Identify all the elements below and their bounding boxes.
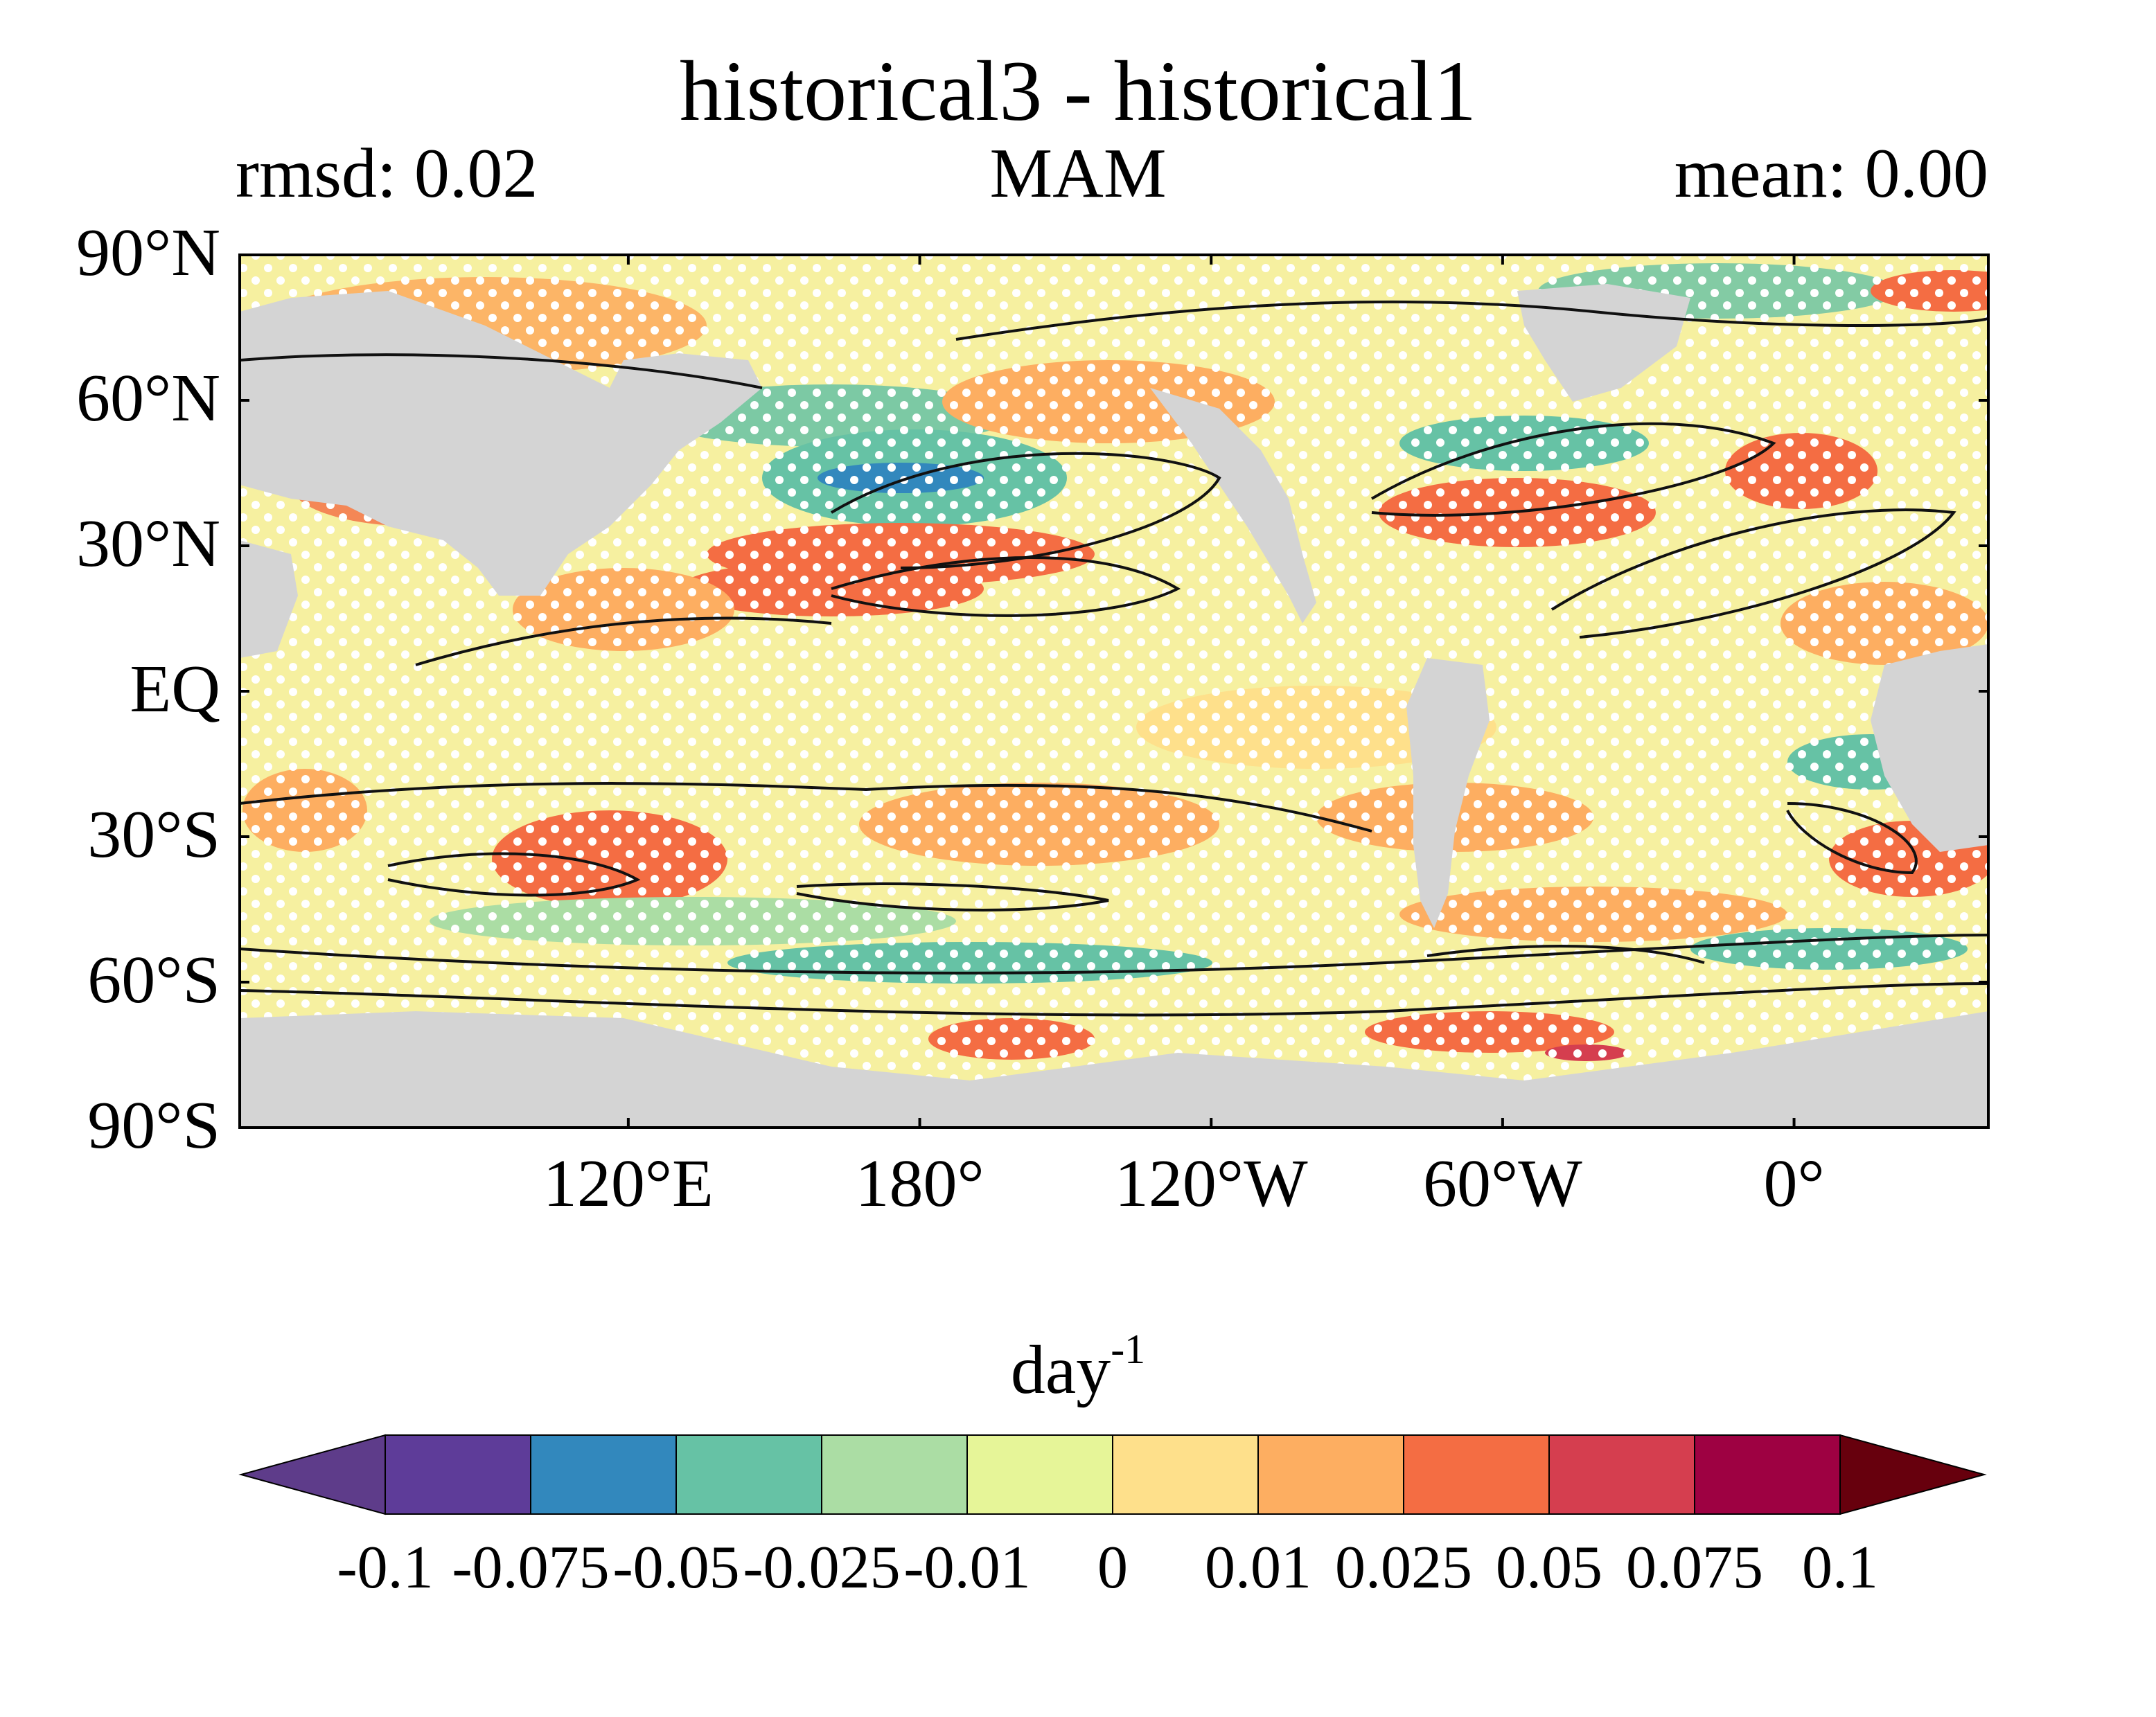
colorbar-segment	[821, 1434, 968, 1515]
season-label: MAM	[989, 134, 1167, 213]
colorbar-segment	[1257, 1434, 1404, 1515]
land-masks	[240, 284, 1988, 1128]
units-base: day	[1010, 1331, 1111, 1408]
colorbar-segment	[1403, 1434, 1550, 1515]
latitude-label: 60°N	[76, 361, 220, 436]
map-panel	[240, 255, 1988, 1128]
colorbar-tick-label: -0.01	[903, 1534, 1031, 1601]
colorbar-tick-label: 0	[1097, 1534, 1128, 1601]
map-title: historical3 - historical1	[679, 44, 1477, 139]
colorbar-segment	[675, 1434, 822, 1515]
colorbar-over-arrow	[1839, 1434, 1987, 1515]
latitude-label: 30°S	[87, 797, 220, 872]
latitude-label: 90°N	[76, 215, 220, 290]
longitude-label: 0°	[1763, 1146, 1825, 1221]
land-africa	[1871, 644, 1988, 852]
colorbar	[238, 1434, 1987, 1515]
land-india	[240, 540, 298, 658]
land-namerica	[1150, 388, 1316, 623]
colorbar-tick-label: 0.05	[1496, 1534, 1602, 1601]
climatology-contours	[240, 300, 1988, 1017]
units-exponent: -1	[1111, 1326, 1146, 1372]
longitude-label: 60°W	[1423, 1146, 1582, 1221]
land-samerica	[1406, 658, 1490, 928]
colorbar-tick-label: 0.1	[1802, 1534, 1878, 1601]
colorbar-under-arrow	[238, 1434, 386, 1515]
colorbar-tick-label: 0.075	[1626, 1534, 1763, 1601]
colorbar-segment	[1694, 1434, 1841, 1515]
colorbar-tick-label: 0.01	[1205, 1534, 1311, 1601]
colorbar-tick-label: -0.075	[452, 1534, 610, 1601]
colorbar-segment	[385, 1434, 531, 1515]
colorbar-tick-label: -0.1	[337, 1534, 434, 1601]
longitude-label: 120°W	[1114, 1146, 1308, 1221]
latitude-label: 90°S	[87, 1088, 220, 1163]
latitude-label: 30°N	[76, 506, 220, 581]
latitude-label: 60°S	[87, 943, 220, 1017]
colorbar-segment	[530, 1434, 677, 1515]
colorbar-segment	[966, 1434, 1113, 1515]
colorbar-segment	[1548, 1434, 1695, 1515]
land-antarctica	[240, 1011, 1988, 1128]
colorbar-tick-label: 0.025	[1335, 1534, 1472, 1601]
mean-label: mean: 0.00	[1674, 134, 1988, 213]
latitude-label: EQ	[130, 652, 220, 727]
longitude-label: 180°	[855, 1146, 984, 1221]
rmsd-label: rmsd: 0.02	[236, 134, 538, 213]
colorbar-units: day-1	[0, 1326, 2156, 1409]
land-greenland	[1517, 284, 1690, 402]
colorbar-tick-label: -0.025	[743, 1534, 901, 1601]
colorbar-segment	[1112, 1434, 1259, 1515]
axis-ticks	[240, 253, 1988, 1129]
colorbar-tick-label: -0.05	[612, 1534, 740, 1601]
longitude-label: 120°E	[542, 1146, 714, 1221]
